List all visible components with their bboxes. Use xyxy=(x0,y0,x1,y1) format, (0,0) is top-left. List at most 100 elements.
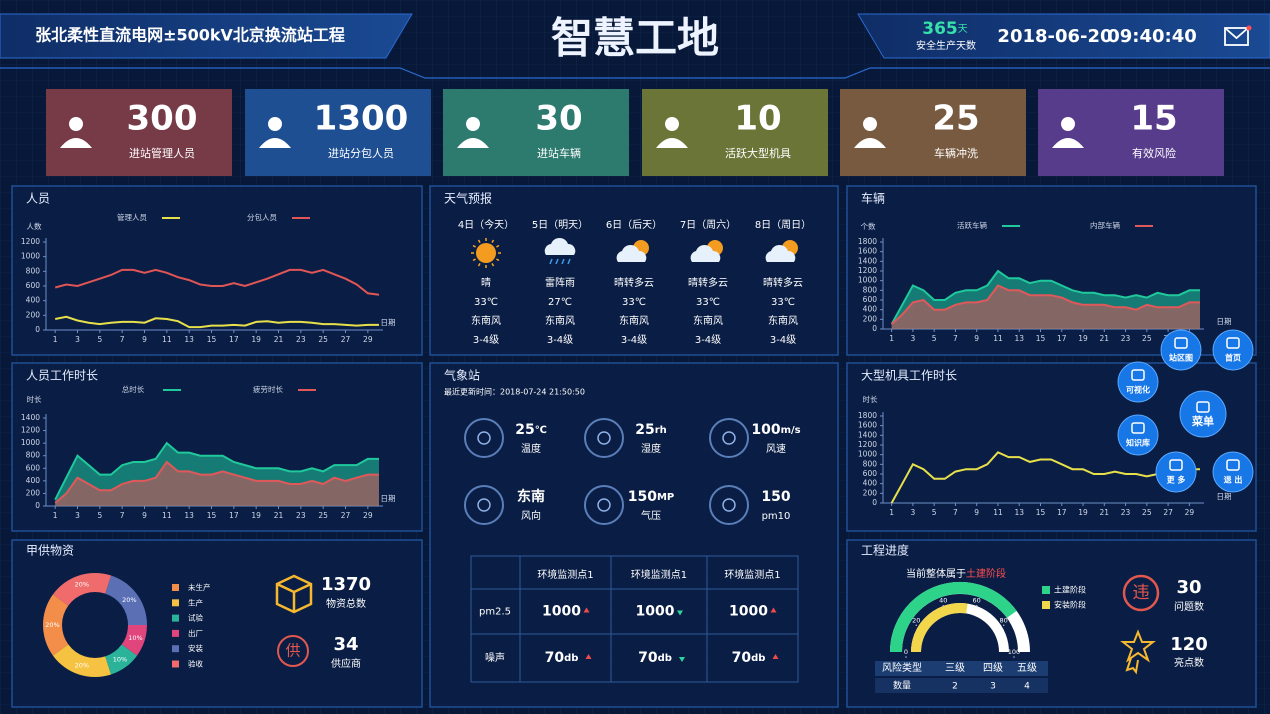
sun-ray xyxy=(491,263,495,267)
x-tick-label: 1 xyxy=(889,508,894,517)
menu-button[interactable]: 菜单 xyxy=(1179,390,1227,438)
station-value-unit: ℃ xyxy=(535,425,547,436)
station-label: pm10 xyxy=(762,511,791,522)
sun-ray xyxy=(477,263,481,267)
mail-flap[interactable] xyxy=(1224,27,1249,40)
y-tick-label: 1200 xyxy=(21,426,40,435)
risk-header: 五级 xyxy=(1017,662,1037,674)
safe-days-label: 安全生产天数 xyxy=(916,39,976,52)
mail-dot[interactable] xyxy=(1246,25,1252,31)
menu-button-icon[interactable] xyxy=(1174,337,1188,349)
legend-label: 分包人员 xyxy=(247,212,277,222)
menu-button-bg[interactable] xyxy=(1212,451,1254,493)
station-label: 风向 xyxy=(521,509,541,522)
menu-button[interactable]: 站区图 xyxy=(1160,329,1202,371)
forecast-wind: 东南风 xyxy=(693,314,723,327)
legend-label: 管理人员 xyxy=(117,212,147,222)
forecast-condition: 晴转多云 xyxy=(688,276,728,289)
y-tick-label: 600 xyxy=(26,463,41,472)
station-label: 气压 xyxy=(641,509,661,522)
x-tick-label: 29 xyxy=(363,335,373,344)
station-icon-core xyxy=(722,431,736,445)
station-value-number: 25 xyxy=(515,422,534,438)
menu-button-icon[interactable] xyxy=(1226,459,1240,471)
menu-button-label[interactable]: 退 出 xyxy=(1224,475,1243,485)
menu-button-label[interactable]: 知识库 xyxy=(1126,438,1150,448)
menu-button-label[interactable]: 首页 xyxy=(1225,353,1241,363)
line xyxy=(54,460,379,504)
menu-button-label[interactable]: 站区图 xyxy=(1169,353,1193,363)
menu-button-label[interactable]: 可视化 xyxy=(1126,385,1150,395)
menu-button-bg[interactable] xyxy=(1155,451,1197,493)
gauge-arc xyxy=(911,603,968,653)
station-value: 东南 xyxy=(517,488,545,505)
x-tick-label: 23 xyxy=(296,335,306,344)
cloud xyxy=(544,237,576,255)
risk-header-bg xyxy=(875,661,1048,676)
y-tick-label: 1800 xyxy=(858,237,877,246)
x-axis-label: 日期 xyxy=(381,494,396,503)
menu-button-icon[interactable] xyxy=(1226,337,1240,349)
y-tick-label: 400 xyxy=(26,296,41,305)
slice-label: 10% xyxy=(113,655,127,663)
menu-button-bg[interactable] xyxy=(1160,329,1202,371)
kpi-value: 10 xyxy=(734,99,781,139)
menu-button-bg[interactable] xyxy=(1117,414,1159,456)
cell-value: 70db xyxy=(545,650,579,666)
kpi-value: 30 xyxy=(535,99,582,139)
forecast-temp: 33℃ xyxy=(696,297,720,308)
menu-button[interactable]: 退 出 xyxy=(1212,451,1254,493)
rain-drop xyxy=(561,258,565,265)
sun-ray xyxy=(496,258,500,262)
station-icon xyxy=(709,485,749,525)
legend-label: 生产 xyxy=(188,597,203,607)
mail-icon[interactable] xyxy=(1224,27,1249,46)
y-tick-label: 0 xyxy=(872,324,877,333)
y-tick-label: 1000 xyxy=(21,252,40,261)
kpi-icon-head xyxy=(1061,117,1075,131)
menu-button-bg[interactable] xyxy=(1179,390,1227,438)
issue-icon-text: 违 xyxy=(1133,583,1150,603)
y-tick-label: 1600 xyxy=(858,421,877,430)
panel-title: 车辆 xyxy=(861,191,885,206)
sun-ray xyxy=(496,244,500,248)
menu-button-bg[interactable] xyxy=(1117,361,1159,403)
menu-button[interactable]: 可视化 xyxy=(1117,361,1159,403)
box-outline xyxy=(275,574,313,614)
x-tick-label: 5 xyxy=(97,335,102,344)
station-icon xyxy=(584,485,624,525)
menu-button-icon[interactable] xyxy=(1169,459,1183,471)
project-title: 张北柔性直流电网±500kV北京换流站工程 xyxy=(35,26,345,45)
menu-button[interactable]: 知识库 xyxy=(1117,414,1159,456)
menu-button-icon[interactable] xyxy=(1131,422,1145,434)
legend-label: 活跃车辆 xyxy=(957,220,987,230)
station-label: 湿度 xyxy=(641,442,661,455)
kpi-label: 进站分包人员 xyxy=(328,146,394,160)
pie-slice xyxy=(43,594,69,656)
rain-drop xyxy=(567,258,571,265)
suppliers-label: 供应商 xyxy=(331,657,361,670)
kpi-icon-head xyxy=(268,117,282,131)
legend-swatch xyxy=(172,599,179,607)
menu-button[interactable]: 更 多 xyxy=(1155,451,1197,493)
menu-button[interactable]: 首页 xyxy=(1212,329,1254,371)
menu-button-bg[interactable] xyxy=(1212,329,1254,371)
x-tick-label: 7 xyxy=(120,335,125,344)
mail-button[interactable] xyxy=(1224,25,1252,46)
risk-row-label: 数量 xyxy=(893,680,911,692)
x-tick-label: 19 xyxy=(1078,334,1088,343)
menu-button-label[interactable]: 菜单 xyxy=(1191,414,1214,428)
menu-button-label[interactable]: 更 多 xyxy=(1167,475,1186,485)
forecast-day: 4日（今天） xyxy=(458,218,514,231)
cloud xyxy=(765,244,796,262)
menu-button-icon[interactable] xyxy=(1196,401,1210,413)
kpi-label: 活跃大型机具 xyxy=(725,146,791,160)
station-value: 150 xyxy=(761,489,790,505)
y-axis-label: 时长 xyxy=(27,394,42,404)
x-tick-label: 23 xyxy=(1121,334,1131,343)
x-tick-label: 11 xyxy=(162,335,172,344)
y-tick-label: 400 xyxy=(863,479,878,488)
legend-swatch xyxy=(172,614,179,622)
x-tick-label: 7 xyxy=(953,508,958,517)
menu-button-icon[interactable] xyxy=(1131,369,1145,381)
